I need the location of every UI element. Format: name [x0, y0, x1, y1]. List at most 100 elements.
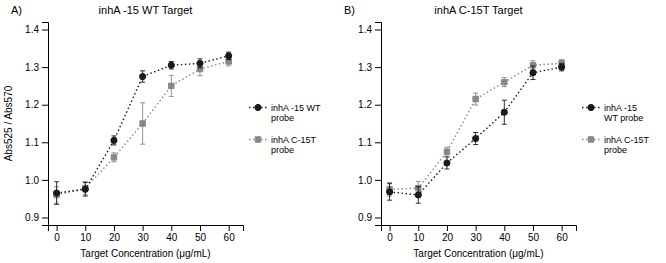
tick: 1.0	[25, 175, 48, 186]
point	[530, 70, 536, 76]
point	[387, 189, 393, 195]
axis-line	[375, 23, 382, 226]
tick-mark	[229, 225, 230, 231]
axis-line	[49, 226, 244, 232]
point	[168, 62, 174, 68]
line	[390, 67, 562, 195]
tick-label: 20	[109, 232, 121, 243]
tick: 1.4	[358, 24, 381, 35]
tick-label: 60	[557, 232, 569, 243]
point	[502, 79, 507, 84]
error-bar	[530, 66, 535, 80]
tick-mark	[418, 225, 419, 231]
tick-mark	[85, 225, 86, 231]
tick: 40	[166, 225, 178, 243]
tick-mark	[533, 225, 534, 231]
tick-mark	[562, 225, 563, 231]
legend-marker	[255, 137, 260, 142]
error-bar	[169, 61, 174, 69]
tick: 10	[413, 225, 425, 243]
point	[111, 137, 117, 143]
tick: 1.4	[25, 24, 48, 35]
tick-label: 0	[387, 232, 393, 243]
tick-label: 1.2	[358, 99, 372, 110]
error-bar	[54, 182, 59, 205]
point	[140, 121, 145, 126]
tick: 1.1	[358, 137, 381, 148]
tick-label: 1.4	[358, 24, 372, 35]
error-bar	[444, 157, 449, 169]
tick-mark	[143, 225, 144, 231]
tick-mark	[375, 142, 381, 143]
plot-area	[54, 52, 232, 204]
tick: 0.9	[358, 212, 381, 223]
tick-mark	[375, 67, 381, 68]
tick-label: 0.9	[358, 212, 372, 223]
tick-label: 40	[166, 232, 178, 243]
tick: 20	[109, 225, 121, 243]
tick-label: 40	[499, 232, 511, 243]
error-bar	[559, 63, 564, 71]
tick-mark	[476, 225, 477, 231]
tick-mark	[375, 30, 381, 31]
tick-mark	[375, 180, 381, 181]
error-bar	[140, 103, 145, 144]
line	[57, 61, 229, 194]
error-bar	[502, 78, 507, 87]
point	[226, 53, 232, 59]
legend-marker	[255, 104, 261, 110]
tick: 1.3	[358, 62, 381, 73]
tick-mark	[114, 225, 115, 231]
point	[501, 109, 507, 115]
point	[82, 186, 88, 192]
error-bar	[387, 184, 392, 201]
point	[169, 83, 174, 88]
tick: 50	[528, 225, 540, 243]
line	[57, 56, 229, 193]
tick-mark	[447, 225, 448, 231]
tick-label: 1.2	[25, 99, 39, 110]
tick-mark	[375, 105, 381, 106]
legend-marker	[588, 104, 594, 110]
series	[54, 57, 232, 203]
legend-label: inhA C-15Tprobe	[604, 135, 650, 155]
tick-label: 1.1	[25, 137, 39, 148]
error-bar	[140, 71, 145, 82]
panel: 01020304050600.91.01.11.21.31.4inhA C-15…	[344, 4, 650, 259]
legend-label: inhA -15WT probe	[604, 103, 643, 123]
y-axis: 0.91.01.11.21.31.4	[25, 23, 48, 226]
point	[111, 155, 116, 160]
error-bar	[111, 136, 116, 145]
tick-mark	[375, 217, 381, 218]
legend-label: inhA C-15Tprobe	[271, 135, 317, 155]
tick-mark	[42, 30, 48, 31]
error-bar	[473, 133, 478, 145]
tick-label: 30	[138, 232, 150, 243]
tick-label: 10	[413, 232, 425, 243]
tick-mark	[171, 225, 172, 231]
tick: 1.2	[358, 99, 381, 110]
point	[473, 96, 478, 101]
tick-mark	[504, 225, 505, 231]
point	[54, 190, 60, 196]
error-bar	[416, 187, 421, 204]
tick-label: 0	[54, 232, 60, 243]
tick-label: 1.4	[25, 24, 39, 35]
legend-marker	[588, 137, 593, 142]
tick-label: 10	[80, 232, 92, 243]
tick-mark	[200, 225, 201, 231]
tick: 1.1	[25, 137, 48, 148]
annotation: A)	[11, 4, 22, 16]
tick-label: 1.3	[25, 62, 39, 73]
point	[415, 192, 421, 198]
title: inhA -15 WT Target	[99, 4, 193, 16]
legend-item: inhA C-15Tprobe	[582, 135, 650, 155]
tick: 0	[387, 225, 393, 243]
point	[444, 160, 450, 166]
tick-label: 20	[442, 232, 454, 243]
line	[390, 63, 562, 189]
tick-mark	[57, 225, 58, 231]
error-bar	[169, 75, 174, 96]
tick-mark	[42, 180, 48, 181]
tick: 10	[80, 225, 92, 243]
